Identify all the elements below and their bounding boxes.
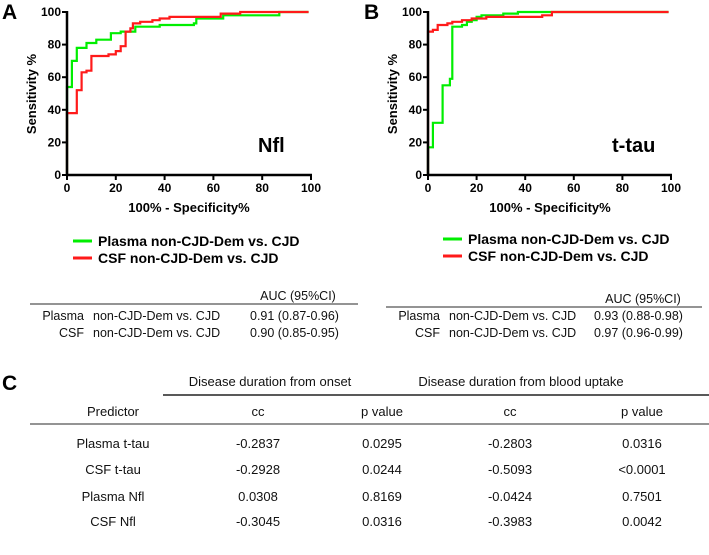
roc-curve-csf bbox=[65, 10, 309, 175]
chart-annotation: t-tau bbox=[612, 135, 655, 157]
predictor-name: CSF t-tau bbox=[85, 462, 141, 477]
predictor-name: Plasma t-tau bbox=[77, 436, 150, 451]
roc-chart-nfl: A 0 20 40 60 80 100 0 20 40 60 80 100 Sensitivity %… bbox=[2, 1, 321, 215]
auc-comparison: non-CJD-Dem vs. CJD bbox=[93, 309, 220, 323]
table-cell: -0.2837 bbox=[236, 436, 280, 451]
column-header: p value bbox=[361, 404, 403, 419]
x-tick-label: 60 bbox=[567, 181, 581, 195]
roc-curve-csf bbox=[426, 10, 669, 175]
auc-comparison: non-CJD-Dem vs. CJD bbox=[93, 326, 220, 340]
y-tick-label: 0 bbox=[415, 168, 422, 182]
x-axis-label: 100% - Specificity% bbox=[128, 200, 250, 215]
x-tick-label: 80 bbox=[256, 181, 270, 195]
column-header: cc bbox=[252, 404, 266, 419]
table-cell: 0.0295 bbox=[362, 436, 402, 451]
auc-sample: Plasma bbox=[42, 309, 84, 323]
auc-value: 0.90 (0.85-0.95) bbox=[250, 326, 339, 340]
correlation-table: C Disease duration from onset Disease du… bbox=[2, 372, 709, 529]
y-tick-label: 0 bbox=[54, 168, 61, 182]
auc-sample: Plasma bbox=[398, 309, 440, 323]
legend-label-plasma: Plasma non-CJD-Dem vs. CJD bbox=[468, 231, 670, 247]
panel-label-c: C bbox=[2, 372, 17, 395]
column-header: Predictor bbox=[87, 404, 140, 419]
legend-label-plasma: Plasma non-CJD-Dem vs. CJD bbox=[98, 233, 300, 249]
table-row: CSF t-tau -0.2928 0.0244 -0.5093 <0.0001 bbox=[85, 462, 665, 477]
table-cell: <0.0001 bbox=[618, 462, 665, 477]
y-tick-label: 80 bbox=[48, 38, 62, 52]
predictor-name: Plasma Nfl bbox=[82, 489, 145, 504]
table-cell: -0.5093 bbox=[488, 462, 532, 477]
panel-label-a: A bbox=[2, 1, 17, 24]
column-header: p value bbox=[621, 404, 663, 419]
group-header-blood-uptake: Disease duration from blood uptake bbox=[418, 374, 623, 389]
x-tick-label: 20 bbox=[470, 181, 484, 195]
x-tick-label: 60 bbox=[207, 181, 221, 195]
auc-value: 0.91 (0.87-0.96) bbox=[250, 309, 339, 323]
roc-curve-plasma bbox=[426, 10, 669, 175]
table-row: CSF Nfl -0.3045 0.0316 -0.3983 0.0042 bbox=[90, 514, 662, 529]
legend-label-csf: CSF non-CJD-Dem vs. CJD bbox=[468, 248, 648, 264]
table-cell: -0.0424 bbox=[488, 489, 532, 504]
table-cell: 0.0244 bbox=[362, 462, 402, 477]
x-tick-label: 100 bbox=[301, 181, 321, 195]
table-cell: -0.2803 bbox=[488, 436, 532, 451]
y-tick-label: 20 bbox=[48, 135, 62, 149]
auc-value: 0.93 (0.88-0.98) bbox=[594, 309, 683, 323]
predictor-name: CSF Nfl bbox=[90, 514, 136, 529]
y-tick-label: 100 bbox=[41, 5, 61, 19]
table-cell: 0.0042 bbox=[622, 514, 662, 529]
y-tick-label: 60 bbox=[409, 70, 423, 84]
group-header-onset: Disease duration from onset bbox=[189, 374, 352, 389]
auc-table-a: AUC (95%CI) Plasma non-CJD-Dem vs. CJD 0… bbox=[30, 289, 358, 340]
y-tick-label: 40 bbox=[48, 103, 62, 117]
auc-table-b: AUC (95%CI) Plasma non-CJD-Dem vs. CJD 0… bbox=[386, 292, 702, 340]
roc-chart-t-tau: B 0 20 40 60 80 100 0 20 40 60 80 100 Sensitivity %… bbox=[364, 1, 681, 215]
y-tick-label: 20 bbox=[409, 135, 423, 149]
x-tick-label: 40 bbox=[519, 181, 533, 195]
x-tick-label: 100 bbox=[661, 181, 681, 195]
auc-comparison: non-CJD-Dem vs. CJD bbox=[449, 326, 576, 340]
legend-b: Plasma non-CJD-Dem vs. CJD CSF non-CJD-D… bbox=[443, 231, 670, 264]
chart-annotation: Nfl bbox=[258, 135, 285, 157]
y-tick-label: 60 bbox=[48, 70, 62, 84]
table-cell: -0.2928 bbox=[236, 462, 280, 477]
legend-a: Plasma non-CJD-Dem vs. CJD CSF non-CJD-D… bbox=[73, 233, 300, 266]
table-cell: -0.3045 bbox=[236, 514, 280, 529]
roc-curve-plasma bbox=[65, 10, 309, 175]
y-tick-label: 100 bbox=[402, 5, 422, 19]
x-tick-label: 20 bbox=[109, 181, 123, 195]
table-cell: 0.0308 bbox=[238, 489, 278, 504]
x-tick-label: 0 bbox=[64, 181, 71, 195]
auc-value: 0.97 (0.96-0.99) bbox=[594, 326, 683, 340]
table-cell: 0.7501 bbox=[622, 489, 662, 504]
auc-sample: CSF bbox=[415, 326, 440, 340]
table-row: Plasma t-tau -0.2837 0.0295 -0.2803 0.0316 bbox=[77, 436, 662, 451]
column-header: cc bbox=[504, 404, 518, 419]
auc-header: AUC (95%CI) bbox=[260, 289, 336, 303]
table-cell: -0.3983 bbox=[488, 514, 532, 529]
table-cell: 0.0316 bbox=[622, 436, 662, 451]
y-axis-label: Sensitivity % bbox=[24, 53, 39, 134]
auc-header: AUC (95%CI) bbox=[605, 292, 681, 306]
x-axis-label: 100% - Specificity% bbox=[489, 200, 611, 215]
table-cell: 0.0316 bbox=[362, 514, 402, 529]
auc-sample: CSF bbox=[59, 326, 84, 340]
panel-label-b: B bbox=[364, 1, 379, 24]
x-tick-label: 80 bbox=[616, 181, 630, 195]
x-tick-label: 40 bbox=[158, 181, 172, 195]
x-tick-label: 0 bbox=[425, 181, 432, 195]
y-tick-label: 80 bbox=[409, 38, 423, 52]
table-cell: 0.8169 bbox=[362, 489, 402, 504]
y-tick-label: 40 bbox=[409, 103, 423, 117]
y-axis-label: Sensitivity % bbox=[385, 53, 400, 134]
legend-label-csf: CSF non-CJD-Dem vs. CJD bbox=[98, 250, 278, 266]
table-row: Plasma Nfl 0.0308 0.8169 -0.0424 0.7501 bbox=[82, 489, 662, 504]
auc-comparison: non-CJD-Dem vs. CJD bbox=[449, 309, 576, 323]
